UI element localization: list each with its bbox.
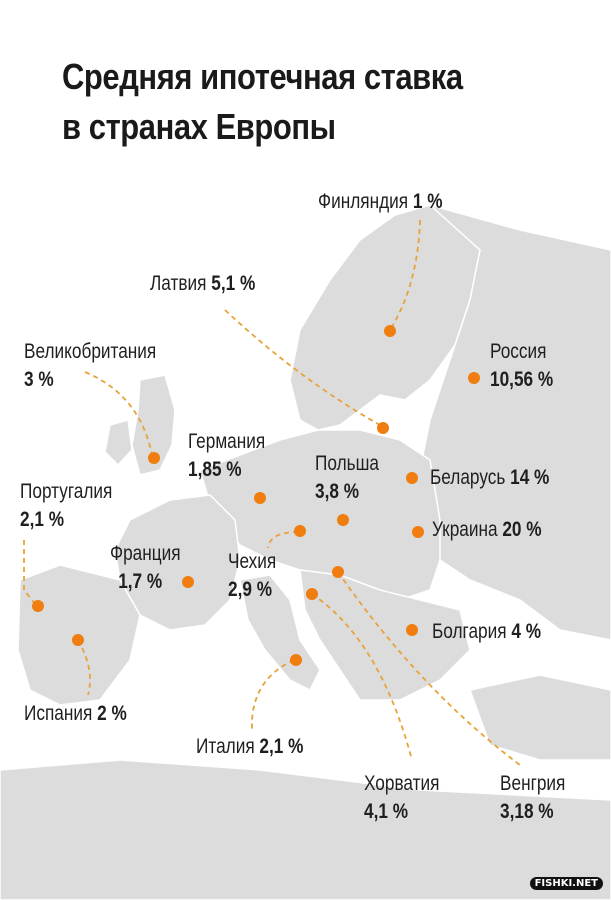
ireland-landmass (104, 419, 133, 467)
marker-hungary (332, 566, 344, 578)
label-hungary: Венгрия 3,18 % (500, 772, 566, 823)
label-italy: Италия 2,1 % (196, 735, 304, 758)
france-landmass (114, 494, 241, 631)
label-finland: Финляндия 1 % (318, 190, 443, 213)
marker-belarus (406, 472, 418, 484)
marker-portugal (32, 600, 44, 612)
leader-czech (267, 531, 299, 549)
north-africa-landmass (0, 759, 611, 900)
watermark-badge: FISHKI.NET (529, 877, 603, 890)
marker-croatia (306, 588, 318, 600)
title-line-2: в странах Европы (62, 106, 336, 147)
land-masses (0, 204, 611, 900)
marker-bulgaria (406, 624, 418, 636)
leader-spain (77, 639, 91, 696)
leader-finland (389, 219, 421, 331)
anatolia-landmass (469, 674, 611, 761)
page-title: Средняя ипотечная ставка в странах Европ… (62, 52, 509, 152)
label-belarus: Беларусь 14 % (430, 466, 550, 489)
label-croatia: Хорватия 4,1 % (364, 772, 440, 823)
marker-spain (72, 634, 84, 646)
central-europe-landmass (199, 429, 441, 601)
label-germany: Германия 1,85 % (188, 430, 266, 481)
balkans-landmass (299, 569, 471, 701)
country-markers (32, 325, 480, 666)
leader-portugal (23, 540, 37, 606)
marker-czech (294, 525, 306, 537)
marker-poland (337, 514, 349, 526)
label-spain: Испания 2 % (24, 702, 127, 725)
label-latvia: Латвия 5,1 % (150, 272, 256, 295)
leader-lines (23, 219, 521, 766)
marker-russia (468, 372, 480, 384)
label-portugal: Португалия 2,1 % (20, 480, 113, 531)
marker-italy (290, 654, 302, 666)
marker-ukraine (412, 526, 424, 538)
label-czech: Чехия 2,9 % (228, 550, 277, 601)
marker-finland (384, 325, 396, 337)
leader-italy (251, 659, 295, 731)
leader-latvia (224, 309, 381, 426)
label-russia: Россия 10,56 % (490, 340, 554, 391)
label-bulgaria: Болгария 4 % (432, 620, 542, 643)
marker-germany (254, 492, 266, 504)
leader-hungary (337, 571, 521, 766)
marker-france (182, 576, 194, 588)
label-poland: Польша 3,8 % (315, 452, 379, 503)
leader-uk (84, 371, 153, 456)
label-ukraine: Украина 20 % (432, 518, 542, 541)
label-uk: Великобритания 3 % (24, 340, 157, 391)
leader-croatia (311, 593, 413, 761)
uk-landmass (131, 374, 176, 476)
marker-latvia (377, 422, 389, 434)
marker-uk (148, 452, 160, 464)
label-france: Франция 1,7 % (110, 542, 181, 593)
title-line-1: Средняя ипотечная ставка (62, 56, 463, 97)
